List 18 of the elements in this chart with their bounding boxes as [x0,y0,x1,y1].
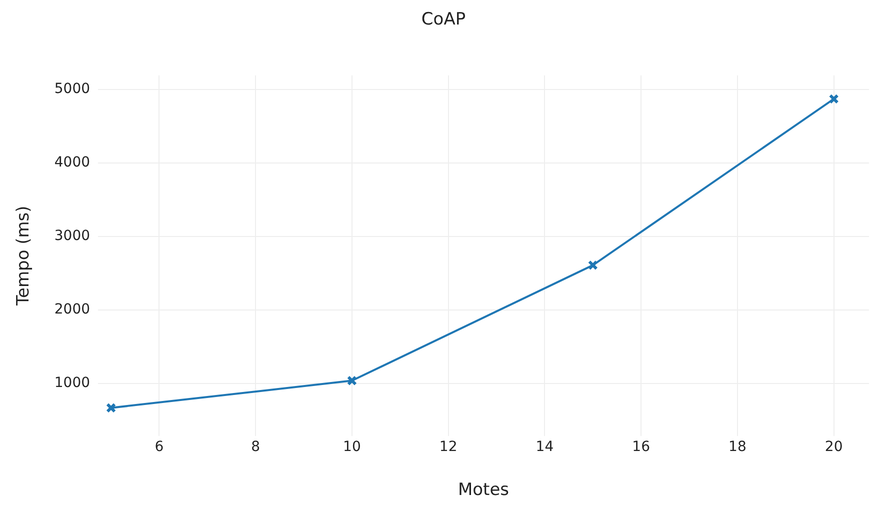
y-tick-label: 4000 [54,154,90,171]
y-tick-label: 3000 [54,228,90,244]
chart-title: CoAP [421,10,466,30]
x-tick-label: 18 [728,438,746,455]
y-axis-title: Tempo (ms) [14,206,34,306]
x-tick-label: 10 [343,438,361,455]
y-tick-label: 1000 [54,375,90,392]
point [346,376,358,386]
x-axis-title: Motes [458,480,510,500]
x-tick-label: 20 [824,438,843,455]
x-tick-label: 12 [439,438,458,455]
y-tick-label: 5000 [54,81,90,98]
x-tick-label: 8 [251,438,260,455]
x-tick-label: 6 [154,438,164,455]
x-tick-label: 16 [632,438,650,455]
point [588,260,598,270]
y-tick-label: 2000 [54,302,90,318]
x-tick-label: 14 [536,438,554,455]
